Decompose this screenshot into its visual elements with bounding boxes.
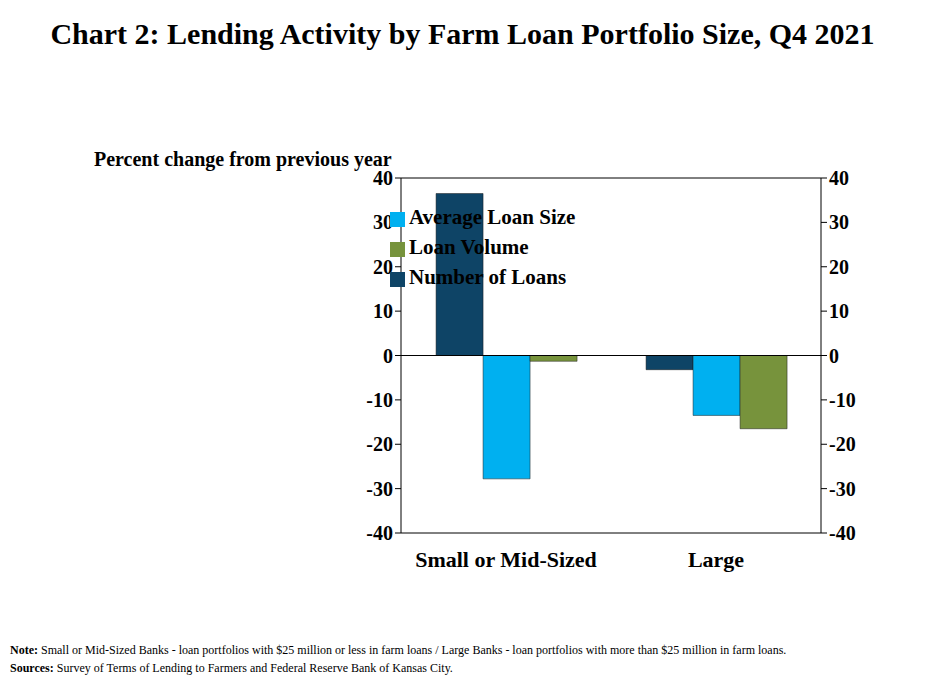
svg-text:-10: -10 <box>829 389 856 411</box>
svg-text:-20: -20 <box>829 433 856 455</box>
html-text:Note: Small or Mid-Sized Banks: Note: Small or Mid-Sized Banks - loan po… <box>10 643 787 657</box>
svg-text:40: 40 <box>829 167 849 189</box>
html-text:Loan Volume: Loan Volume <box>409 235 529 259</box>
svg-text:-10: -10 <box>366 389 393 411</box>
html-text:Average Loan Size: Average Loan Size <box>409 205 576 229</box>
svg-text:0: 0 <box>829 345 839 367</box>
svg-text:-30: -30 <box>366 478 393 500</box>
svg-text:20: 20 <box>373 256 393 278</box>
svg-text:10: 10 <box>373 300 393 322</box>
svg-text:30: 30 <box>373 211 393 233</box>
svg-text:10: 10 <box>829 300 849 322</box>
html-text:Percent change from previous y: Percent change from previous year <box>94 148 392 170</box>
svg-text:20: 20 <box>829 256 849 278</box>
svg-text:40: 40 <box>373 167 393 189</box>
html-text:Sources: Survey of Terms of Le: Sources: Survey of Terms of Lending to F… <box>10 661 453 675</box>
svg-text:-20: -20 <box>366 433 393 455</box>
html-text:Chart 2: Lending Activity by F: Chart 2: Lending Activity by Farm Loan P… <box>50 17 875 50</box>
svg-text:Small or Mid-Sized: Small or Mid-Sized <box>415 547 597 572</box>
svg-text:30: 30 <box>829 211 849 233</box>
html-text:Number of Loans: Number of Loans <box>409 265 567 289</box>
svg-text:-40: -40 <box>829 522 856 544</box>
svg-text:-30: -30 <box>829 478 856 500</box>
svg-text:-40: -40 <box>366 522 393 544</box>
svg-text:Large: Large <box>688 547 744 572</box>
svg-text:0: 0 <box>383 345 393 367</box>
